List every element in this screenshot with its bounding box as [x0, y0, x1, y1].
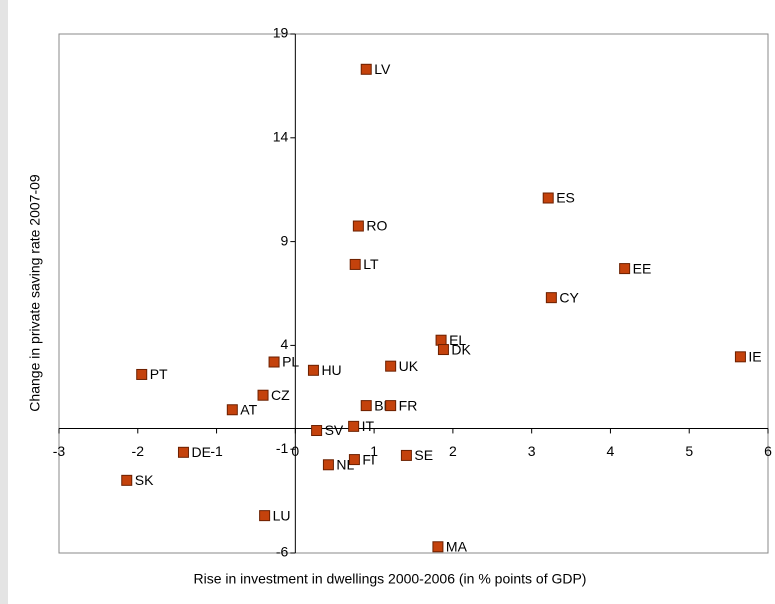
point	[542, 192, 554, 204]
point	[435, 334, 447, 346]
point-label: UK	[399, 358, 419, 374]
chart-background	[8, 0, 775, 604]
point-label: SV	[325, 422, 344, 438]
point-label: SK	[135, 472, 154, 488]
point	[121, 474, 133, 486]
x-tick-label: 2	[449, 443, 457, 459]
point-label: HU	[321, 362, 341, 378]
point	[259, 510, 271, 522]
point-label: ES	[556, 190, 575, 206]
y-axis-title: Change in private saving rate 2007-09	[27, 174, 43, 412]
point	[437, 344, 449, 356]
x-tick-label: 4	[607, 443, 615, 459]
point-label: LT	[363, 256, 379, 272]
point	[619, 263, 631, 275]
y-tick-label: -1	[276, 440, 289, 456]
y-tick-label: 14	[273, 129, 289, 145]
point-label: IT	[362, 418, 375, 434]
y-tick-label: 4	[281, 336, 289, 352]
y-tick-label: 9	[281, 232, 289, 248]
y-tick-label: 19	[273, 25, 289, 41]
point	[136, 368, 148, 380]
point-label: LU	[273, 507, 291, 523]
point	[348, 420, 360, 432]
point	[349, 258, 361, 270]
point	[348, 454, 360, 466]
point-label: CY	[559, 289, 579, 305]
point-label: DE	[191, 444, 210, 460]
point-label: PL	[282, 354, 299, 370]
point	[432, 541, 444, 553]
point-label: EE	[633, 260, 652, 276]
plot-area	[58, 33, 769, 554]
x-tick-label: -2	[132, 443, 145, 459]
point-label: FI	[362, 451, 374, 467]
point-label: IE	[748, 349, 761, 365]
point	[385, 360, 397, 372]
point	[545, 292, 557, 304]
y-tick-label: -6	[276, 544, 289, 560]
point-label: CZ	[271, 387, 290, 403]
point	[385, 400, 397, 412]
point	[360, 400, 372, 412]
point	[322, 459, 334, 471]
point-label: RO	[366, 218, 387, 234]
x-tick-label: 6	[764, 443, 772, 459]
point	[257, 389, 269, 401]
x-tick-label: 5	[685, 443, 693, 459]
x-tick-label: -3	[53, 443, 66, 459]
x-tick-label: 3	[528, 443, 536, 459]
point-label: SE	[414, 447, 433, 463]
x-axis-title: Rise in investment in dwellings 2000-200…	[194, 571, 587, 587]
point-label: PT	[150, 366, 168, 382]
point	[311, 425, 323, 437]
point-label: DK	[451, 341, 471, 357]
point	[268, 356, 280, 368]
point-label: AT	[240, 401, 257, 417]
point-label: NL	[336, 456, 354, 472]
point	[177, 446, 189, 458]
point	[400, 449, 412, 461]
point	[360, 63, 372, 75]
x-tick-label: -1	[210, 443, 223, 459]
point	[307, 364, 319, 376]
point	[226, 404, 238, 416]
point-label: EL	[449, 332, 466, 348]
point	[734, 351, 746, 363]
point-label: FR	[399, 397, 418, 413]
x-tick-label: 1	[370, 443, 378, 459]
point-label: LV	[374, 61, 391, 77]
point	[352, 220, 364, 232]
point-label: MA	[446, 538, 468, 554]
x-tick-label: 0	[291, 443, 299, 459]
